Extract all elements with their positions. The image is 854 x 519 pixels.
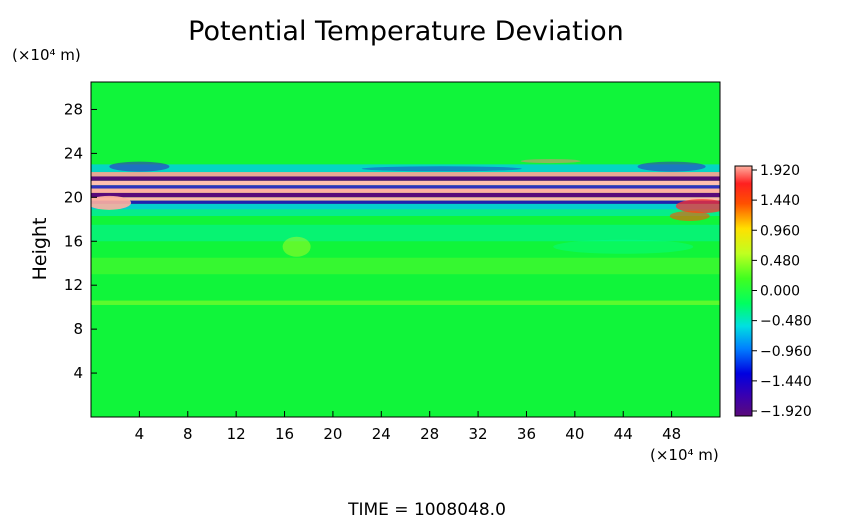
- time-label: TIME: [347, 500, 389, 519]
- y-unit-label: (×10⁴ m): [12, 46, 81, 64]
- x-tick-label: 8: [183, 425, 193, 443]
- y-tick-label: 20: [64, 188, 83, 206]
- colorbar-tick-label: −1.440: [760, 374, 812, 390]
- time-readout: TIME = 1008048.0: [347, 500, 506, 519]
- field-band: [91, 176, 720, 181]
- colorbar-tick-label: −0.960: [760, 344, 812, 360]
- field-band: [91, 192, 720, 198]
- field-band: [91, 172, 720, 177]
- colorbar-scale: [734, 165, 753, 417]
- colorbar-tick-label: 1.440: [760, 193, 800, 209]
- x-tick-label: 20: [323, 425, 342, 443]
- field-band: [91, 209, 720, 216]
- field-feature: [637, 161, 706, 172]
- colorbar-ticks: 1.920 1.440 0.960 0.480 0.000 −0.480 −0.960 −1.…: [752, 163, 812, 420]
- field-feature: [520, 159, 581, 164]
- field-feature: [669, 211, 710, 221]
- x-tick-label: 40: [565, 425, 584, 443]
- colorbar-tick-label: 0.000: [760, 284, 800, 300]
- colorbar-tick-label: −1.920: [760, 404, 812, 420]
- field-feature: [91, 195, 132, 210]
- field-band: [91, 164, 720, 173]
- field-band: [91, 224, 720, 242]
- colorbar-tick-label: 0.480: [760, 253, 800, 269]
- field-band: [91, 188, 720, 193]
- x-tick-label: 36: [517, 425, 536, 443]
- x-tick-label: 48: [662, 425, 681, 443]
- x-unit-label: (×10⁴ m): [650, 446, 719, 464]
- colorbar-tick-label: 1.920: [760, 163, 800, 179]
- y-tick-label: 28: [64, 100, 83, 118]
- y-tick-label: 16: [64, 232, 83, 250]
- field-band: [91, 257, 720, 275]
- x-tick-label: 32: [469, 425, 488, 443]
- x-tick-label: 4: [135, 425, 145, 443]
- field-feature: [675, 199, 720, 214]
- colorbar-tick-label: −0.480: [760, 314, 812, 330]
- y-tick-label: 8: [73, 320, 83, 338]
- y-tick-label: 4: [73, 364, 83, 382]
- x-tick-label: 12: [227, 425, 246, 443]
- y-axis: 4 8 12 16 20 24 28: [64, 100, 97, 382]
- field-band: [91, 200, 720, 204]
- x-axis: 4 8 12 16 20 24 28 32 36 40 44 48: [135, 411, 681, 443]
- x-tick-label: 16: [275, 425, 294, 443]
- field-band: [91, 203, 720, 210]
- field-feature: [282, 236, 311, 257]
- y-tick-label: 24: [64, 144, 83, 162]
- field-band: [91, 185, 720, 189]
- field-layer: [91, 159, 720, 305]
- field-feature: [361, 166, 522, 172]
- colorbar-tick-label: 0.960: [760, 223, 800, 239]
- field-band: [91, 300, 720, 305]
- field-feature: [553, 239, 694, 254]
- y-axis-label: Height: [29, 218, 51, 281]
- field-feature: [109, 161, 170, 172]
- x-tick-label: 28: [420, 425, 439, 443]
- x-tick-label: 44: [614, 425, 633, 443]
- plot-frame: [90, 81, 721, 418]
- field-band: [91, 180, 720, 186]
- x-tick-label: 24: [372, 425, 391, 443]
- chart-title: Potential Temperature Deviation: [188, 16, 624, 47]
- field-background: [91, 82, 720, 417]
- time-value: 1008048.0: [414, 500, 506, 519]
- field-band: [91, 197, 720, 201]
- colorbar: 1.920 1.440 0.960 0.480 0.000 −0.480 −0.960 −1.…: [734, 163, 812, 420]
- y-tick-label: 12: [64, 276, 83, 294]
- time-equals: =: [389, 500, 414, 519]
